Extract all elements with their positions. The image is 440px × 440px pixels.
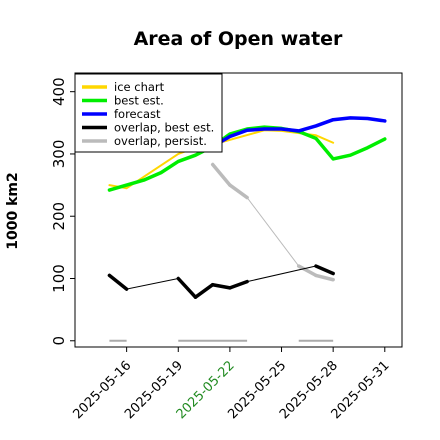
y-tick-label: 400	[50, 77, 68, 106]
series-overlap-persist-segment	[228, 183, 249, 200]
legend-entry: ice chart	[114, 80, 165, 94]
y-tick-label: 200	[50, 202, 68, 231]
series-overlap-best-est-segment	[228, 279, 249, 290]
y-axis-label: 1000 km2	[5, 172, 21, 249]
y-tick-label: 100	[50, 264, 68, 293]
series-overlap-best-est-segment	[210, 282, 232, 290]
series-overlap-best-est-segment	[126, 278, 179, 290]
legend-entry: overlap, best est.	[114, 121, 214, 135]
series-overlap-best-est-segment	[314, 264, 335, 276]
plot-frame	[74, 72, 403, 348]
legend-entry: best est.	[114, 94, 164, 108]
legend-entry: overlap, persist.	[114, 134, 207, 148]
series-overlap-persist-segment	[210, 162, 232, 187]
legend-entry: forecast	[114, 107, 161, 121]
series-overlap-persist-segment	[246, 197, 300, 267]
y-tick-label: 300	[50, 140, 68, 169]
series-forecast-line	[210, 116, 387, 149]
series-overlap-persist-segment	[296, 264, 318, 278]
y-axis: 0 100 200 300 400	[50, 77, 75, 346]
series-overlap-best-est-segment	[107, 273, 129, 291]
y-tick-label: 0	[50, 336, 68, 346]
chart-title: Area of Open water	[134, 28, 343, 50]
series-overlap-best-est-segment	[193, 282, 215, 299]
series-overlap-persist-segment	[314, 273, 335, 282]
x-axis: 2025-05-162025-05-192025-05-222025-05-25…	[70, 347, 393, 422]
series-overlap-best-est-segment	[176, 276, 198, 299]
series-overlap-best-est-segment	[246, 265, 317, 283]
